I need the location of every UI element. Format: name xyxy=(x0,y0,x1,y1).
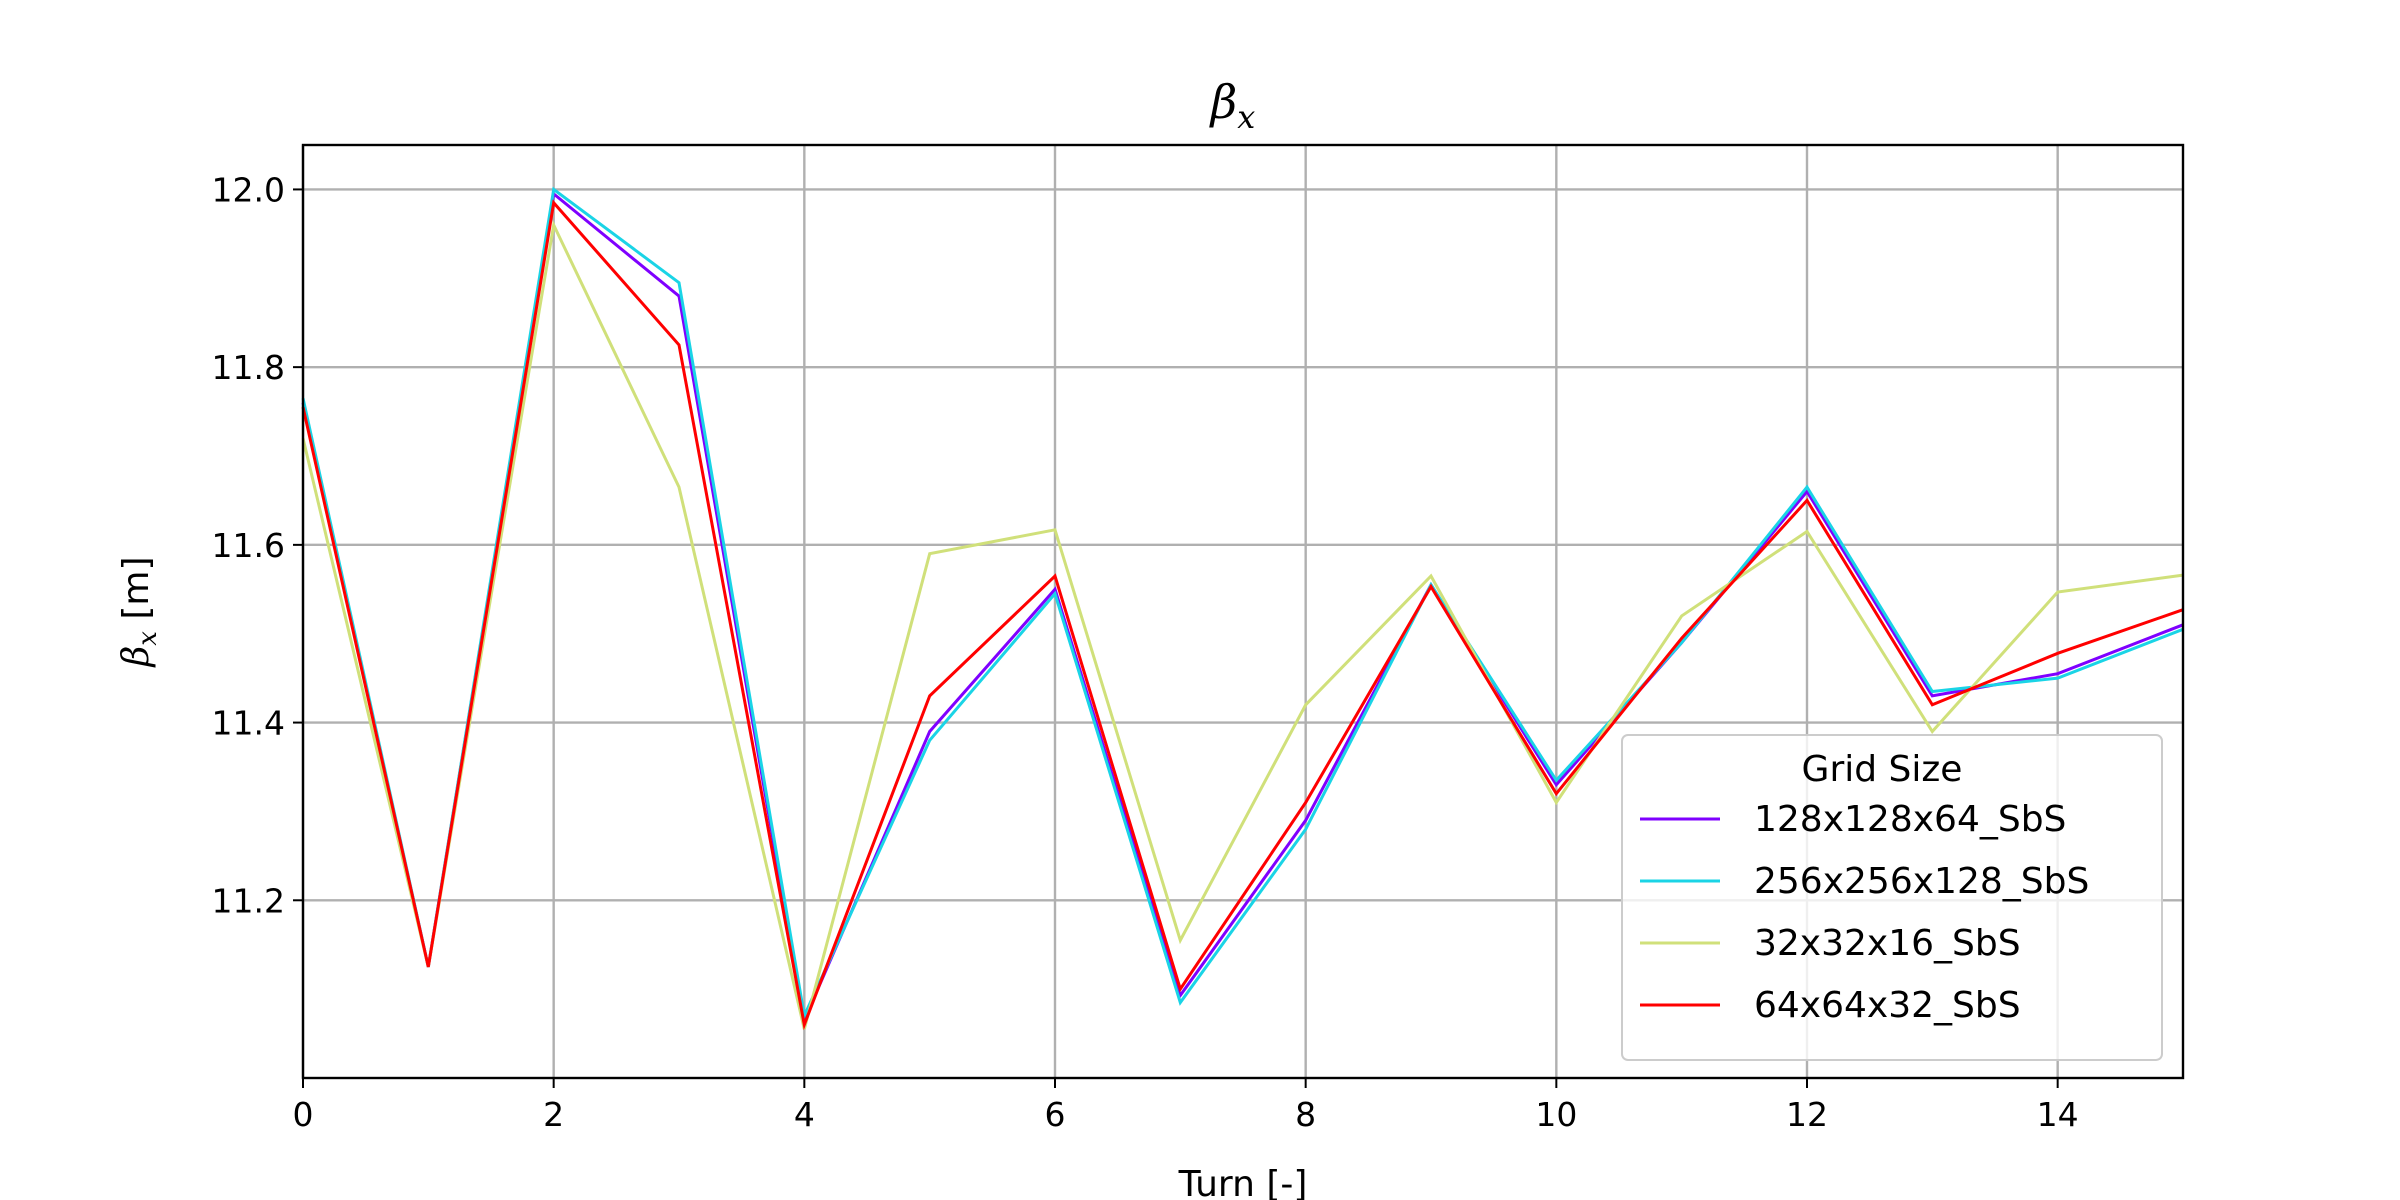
chart-title: βx xyxy=(1209,75,1256,136)
series-line-256x256x128_SbS xyxy=(301,186,2184,1021)
chart-title-subscript: x xyxy=(1237,98,1255,136)
y-tick-label: 11.6 xyxy=(212,526,285,565)
series-line-128x128x64_SbS xyxy=(301,191,2184,1026)
chart-title-base: β xyxy=(1209,75,1238,129)
y-tick-label: 11.4 xyxy=(212,704,285,743)
y-tick-label: 11.8 xyxy=(212,348,285,387)
x-tick-label: 2 xyxy=(543,1095,564,1134)
legend-title: Grid Size xyxy=(1802,749,1963,790)
series-layer xyxy=(301,186,2184,1031)
x-axis-ticks: 0 2 4 6 8 10 12 14 xyxy=(293,1078,2079,1134)
legend-entry: 32x32x16_SbS xyxy=(1640,923,2021,964)
x-tick-label: 6 xyxy=(1045,1095,1066,1134)
series-line-32x32x16_SbS xyxy=(301,220,2184,1030)
legend-entries: 128x128x64_SbS 256x256x128_SbS 32x32x16_Sb… xyxy=(1640,799,2089,1026)
x-tick-label: 10 xyxy=(1535,1095,1577,1134)
x-tick-label: 8 xyxy=(1295,1095,1316,1134)
y-tick-label: 11.2 xyxy=(212,881,285,920)
y-tick-label: 12.0 xyxy=(212,170,285,209)
y-axis-label-subscript: x xyxy=(133,631,163,646)
legend-label: 256x256x128_SbS xyxy=(1754,861,2089,902)
legend-label: 64x64x32_SbS xyxy=(1754,985,2021,1026)
legend-label: 32x32x16_SbS xyxy=(1754,923,2021,964)
x-tick-label: 0 xyxy=(293,1095,314,1134)
x-axis-label: Turn [-] xyxy=(1178,1164,1308,1200)
y-axis-label: βx [m] xyxy=(116,556,163,668)
y-axis-label-text: βx [m] xyxy=(116,556,163,668)
grid xyxy=(301,145,2183,1078)
x-tick-label: 14 xyxy=(2037,1095,2079,1134)
y-axis-ticks: 11.2 11.4 11.6 11.8 12.0 xyxy=(212,170,303,920)
legend-entry: 64x64x32_SbS xyxy=(1640,985,2021,1026)
y-axis-label-suffix: [m] xyxy=(116,556,157,631)
x-tick-label: 12 xyxy=(1786,1095,1828,1134)
legend-entry: 256x256x128_SbS xyxy=(1640,861,2089,902)
x-tick-label: 4 xyxy=(794,1095,815,1134)
plot-frame xyxy=(301,143,2185,1080)
series-line-64x64x32_SbS xyxy=(301,199,2184,1031)
legend-label: 128x128x64_SbS xyxy=(1754,799,2066,840)
legend: Grid Size 128x128x64_SbS 256x256x128_SbS 3… xyxy=(1621,734,2163,1061)
legend-entry: 128x128x64_SbS xyxy=(1640,799,2066,840)
legend-box xyxy=(1621,734,2163,1061)
y-axis-label-base: β xyxy=(116,646,157,669)
